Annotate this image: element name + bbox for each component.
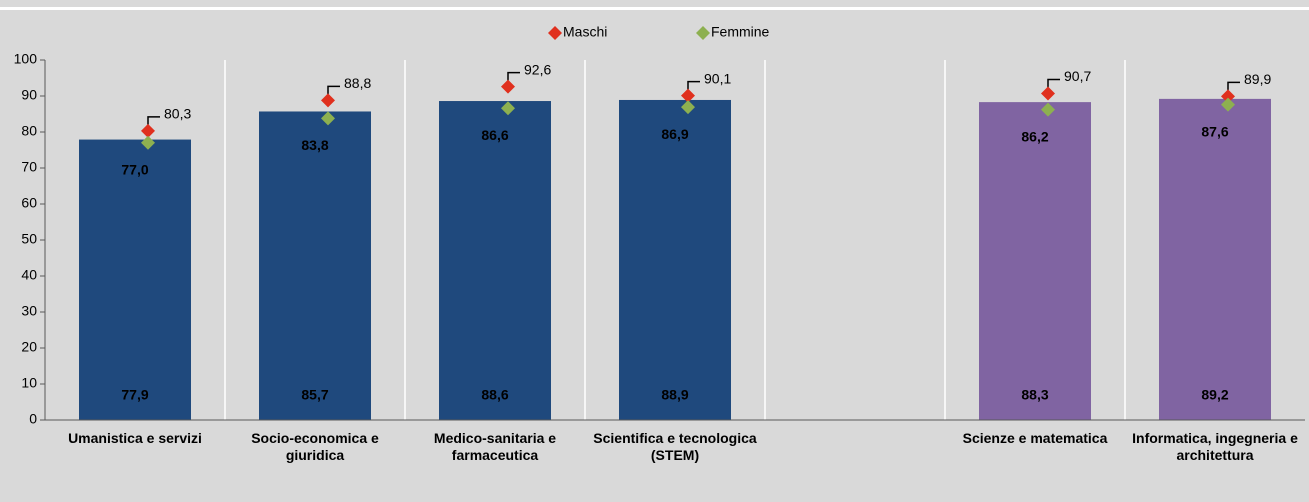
- leader-line: [1047, 78, 1060, 88]
- x-tick-label: Socio-economica e giuridica: [251, 430, 379, 463]
- bar: [979, 102, 1091, 421]
- bar-value-label: 77,9: [121, 387, 148, 403]
- leader-line: [507, 71, 520, 81]
- value-label: 86,6: [481, 127, 508, 143]
- x-tick-label: Scienze e matematica: [962, 430, 1108, 446]
- y-tick-label: 70: [21, 159, 37, 175]
- legend-label: Maschi: [563, 24, 607, 40]
- leader-line: [147, 116, 160, 125]
- marker: [1041, 86, 1055, 101]
- marker: [501, 101, 515, 116]
- marker: [1221, 97, 1235, 112]
- y-tick-label: 80: [21, 123, 37, 139]
- bar-value-label: 88,9: [661, 387, 688, 403]
- marker: [141, 135, 155, 150]
- legend-marker: [696, 26, 710, 40]
- y-tick-label: 0: [29, 411, 37, 427]
- marker: [1221, 89, 1235, 104]
- y-tick-label: 10: [21, 375, 37, 391]
- value-label: 92,6: [524, 61, 551, 77]
- marker: [141, 123, 155, 138]
- marker: [321, 111, 335, 126]
- bar-value-label: 88,6: [481, 387, 508, 403]
- marker: [681, 100, 695, 115]
- leader-line: [687, 80, 700, 90]
- value-label: 89,9: [1244, 71, 1271, 87]
- value-label: 80,3: [164, 106, 191, 122]
- y-tick-label: 50: [21, 231, 37, 247]
- y-tick-label: 40: [21, 267, 37, 283]
- x-tick-label: Umanistica e servizi: [68, 430, 202, 446]
- marker: [321, 93, 335, 108]
- value-label: 86,9: [661, 126, 688, 142]
- leader-line: [327, 85, 340, 95]
- bar: [1159, 98, 1271, 420]
- marker: [681, 88, 695, 103]
- x-tick-label: Scientifica e tecnologica (STEM): [593, 430, 757, 463]
- top-strip: [0, 7, 1309, 10]
- x-tick-label: Informatica, ingegneria e architettura: [1132, 430, 1298, 463]
- marker: [501, 79, 515, 94]
- legend-label: Femmine: [711, 24, 770, 40]
- value-label: 88,8: [344, 75, 371, 91]
- marker: [1041, 102, 1055, 117]
- y-tick-label: 90: [21, 87, 37, 103]
- y-tick-label: 100: [14, 51, 38, 67]
- value-label: 90,1: [704, 70, 731, 86]
- value-label: 83,8: [301, 137, 328, 153]
- bar: [619, 99, 731, 421]
- bar-value-label: 89,2: [1201, 387, 1228, 403]
- bar: [79, 139, 191, 420]
- y-tick-label: 30: [21, 303, 37, 319]
- value-label: 87,6: [1201, 123, 1228, 139]
- bar: [439, 101, 551, 420]
- legend-marker: [548, 26, 562, 40]
- value-label: 86,2: [1021, 128, 1048, 144]
- value-label: 90,7: [1064, 68, 1091, 84]
- bar-value-label: 88,3: [1021, 387, 1048, 403]
- bar-value-label: 85,7: [301, 387, 328, 403]
- leader-line: [1227, 81, 1240, 91]
- y-tick-label: 20: [21, 339, 37, 355]
- value-label: 77,0: [121, 162, 148, 178]
- y-tick-label: 60: [21, 195, 37, 211]
- bar: [259, 111, 371, 420]
- x-tick-label: Medico-sanitaria e farmaceutica: [433, 430, 557, 463]
